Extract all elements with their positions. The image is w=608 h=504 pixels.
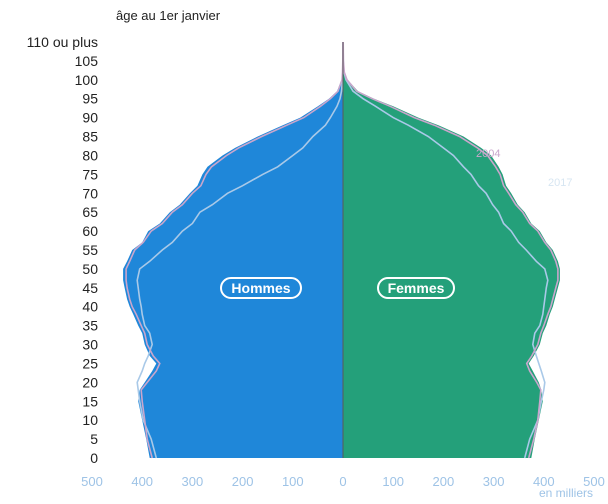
y-tick-label: 50 — [82, 261, 98, 277]
plot-areas — [123, 42, 560, 458]
y-axis-title: âge au 1er janvier — [116, 8, 221, 23]
y-tick-label: 35 — [82, 318, 98, 334]
y-tick-label: 65 — [82, 204, 98, 220]
y-tick-label: 15 — [82, 393, 98, 409]
annotation-2017: 2017 — [548, 177, 572, 189]
x-tick-label-right: 400 — [533, 474, 555, 489]
y-tick-label: 0 — [90, 450, 98, 466]
x-axis-title: en milliers — [539, 486, 593, 500]
y-tick-label: 105 — [75, 53, 99, 69]
x-tick-label-left: 500 — [81, 474, 103, 489]
y-tick-label: 55 — [82, 242, 98, 258]
line-2017-femmes — [342, 41, 559, 459]
x-tick-label-left: 100 — [282, 474, 304, 489]
hommes-label: Hommes — [231, 280, 290, 296]
y-tick-label: 75 — [82, 166, 98, 182]
y-tick-label: 40 — [82, 299, 98, 315]
x-tick-label-left: 400 — [131, 474, 153, 489]
y-tick-label: 95 — [82, 91, 98, 107]
y-tick-label: 10 — [82, 412, 98, 428]
femmes-label-badge: Femmes — [377, 277, 455, 299]
y-tick-label: 110 ou plus — [27, 34, 98, 50]
hommes-label-badge: Hommes — [220, 277, 302, 299]
y-tick-label: 100 — [75, 72, 99, 88]
y-tick-label: 90 — [82, 110, 98, 126]
x-axis-ticks: 500 400 300 200 100 0 100 200 300 400 500 — [81, 474, 605, 489]
y-tick-label: 25 — [82, 356, 98, 372]
y-tick-label: 80 — [82, 148, 98, 164]
y-tick-label: 45 — [82, 280, 98, 296]
annotation-2004: 2004 — [476, 148, 500, 160]
x-tick-label-left: 200 — [232, 474, 254, 489]
line-2017-hommes — [125, 41, 344, 459]
y-tick-label: 70 — [82, 185, 98, 201]
x-tick-label-right: 100 — [382, 474, 404, 489]
x-tick-label-right: 200 — [433, 474, 455, 489]
y-tick-label: 60 — [82, 223, 98, 239]
y-tick-label: 20 — [82, 374, 98, 390]
y-tick-label: 85 — [82, 129, 98, 145]
x-tick-label-right: 300 — [483, 474, 505, 489]
x-tick-label-right: 500 — [583, 474, 605, 489]
x-tick-label-left: 300 — [182, 474, 204, 489]
plot-lines — [125, 41, 559, 459]
hommes-area — [123, 42, 343, 458]
line-2004-femmes — [342, 41, 549, 459]
femmes-label: Femmes — [388, 280, 445, 296]
femmes-area — [343, 42, 560, 458]
line-2004-hommes — [136, 42, 344, 459]
y-tick-label: 30 — [82, 337, 98, 353]
y-tick-label: 5 — [90, 431, 98, 447]
x-tick-label-left: 0 — [339, 474, 346, 489]
y-axis-ticks: 0 5 10 15 20 25 30 35 40 45 50 55 60 65 70 75 80 85 90 95 10… — [27, 34, 99, 466]
